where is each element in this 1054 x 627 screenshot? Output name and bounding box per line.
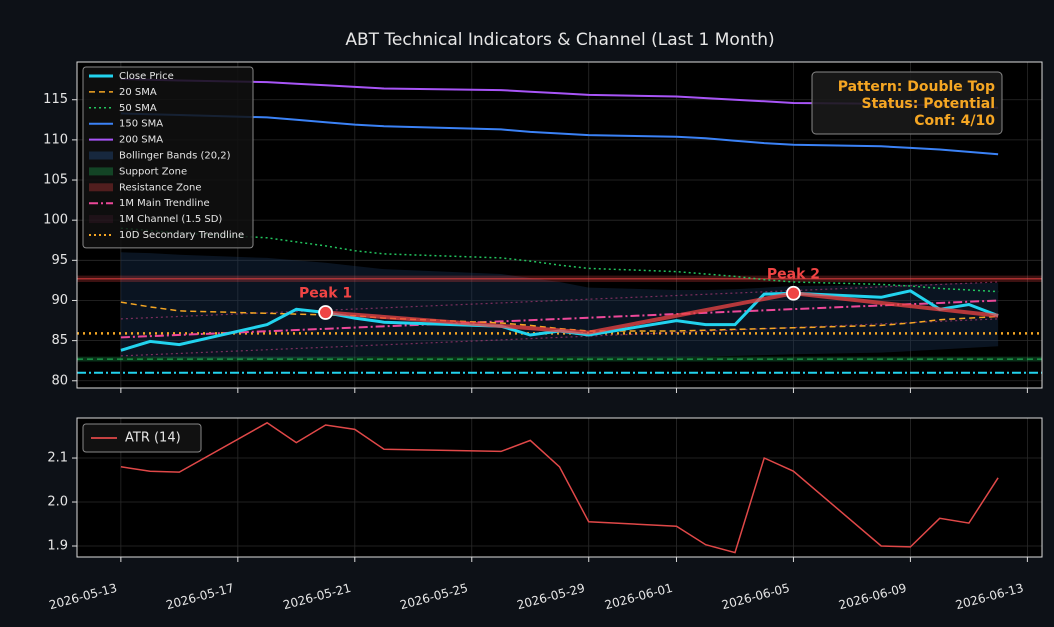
series-line [120,421,999,554]
plot-layer [77,418,1042,557]
legend-label: 20 SMA [119,87,157,98]
y-tick-label: 1.9 [47,539,68,554]
legend-swatch [89,183,113,192]
x-tick-label: 2026-06-13 [954,581,1025,613]
x-tick-label: 2026-05-17 [165,581,236,613]
y-tick-label: 100 [43,213,68,228]
legend-label: 150 SMA [119,119,163,130]
y-tick-label: 90 [51,293,68,308]
series-line [120,227,999,293]
legend-label: 200 SMA [119,135,163,146]
legend-label: 50 SMA [119,103,157,114]
legend-label: ATR (14) [125,431,181,446]
legend-label: Bollinger Bands (20,2) [119,151,231,162]
legend-label: Resistance Zone [119,182,202,193]
plot-area [77,418,1042,557]
annotation-text: Conf: 4/10 [914,113,995,129]
y-tick-label: 80 [51,373,68,388]
legend-swatch [89,167,113,176]
x-tick-label: 2026-05-21 [281,581,352,613]
peak-marker [318,305,333,320]
x-tick-label: 2026-05-29 [515,581,586,613]
peak-marker [786,285,801,301]
legend-label: 1M Main Trendline [119,198,210,209]
legend-box [82,423,202,453]
peak-label: Peak 2 [767,266,820,282]
peak-label: Peak 1 [299,286,352,302]
chart-title: ABT Technical Indicators & Channel (Last… [345,30,774,50]
legend-label: Close Price [119,71,174,82]
annotation-box [811,71,1003,135]
legend-label: 1M Channel (1.5 SD) [119,214,222,225]
channel-line [120,318,999,357]
plot-frame [76,61,1043,389]
y-tick-label: 105 [43,173,68,188]
pattern-line [325,291,999,335]
x-tick-label: 2026-06-05 [720,581,791,613]
series-line [120,112,999,156]
y-tick-label: 2.1 [47,451,68,466]
y-tick-label: 85 [51,333,68,348]
y-tick-label: 2.0 [47,495,68,510]
legend-label: Support Zone [119,166,187,177]
trendline [120,299,999,339]
legend-box [82,66,254,249]
x-tick-label: 2026-06-01 [603,581,674,613]
channel-line [120,281,999,320]
y-tick-label: 110 [43,132,68,147]
legend-label: 10D Secondary Trendline [119,230,244,241]
y-tick-label: 95 [51,253,68,268]
legend-swatch [89,215,113,224]
x-tick-label: 2026-05-25 [398,581,469,613]
y-tick-label: 115 [43,92,68,107]
annotation-text: Pattern: Double Top [838,79,995,95]
plot-frame [76,417,1043,558]
legend-swatch [89,151,113,160]
annotation-text: Status: Potential [862,96,995,112]
x-tick-label: 2026-05-13 [48,581,119,613]
x-tick-label: 2026-06-09 [837,581,908,613]
plot-layer [77,62,1042,388]
